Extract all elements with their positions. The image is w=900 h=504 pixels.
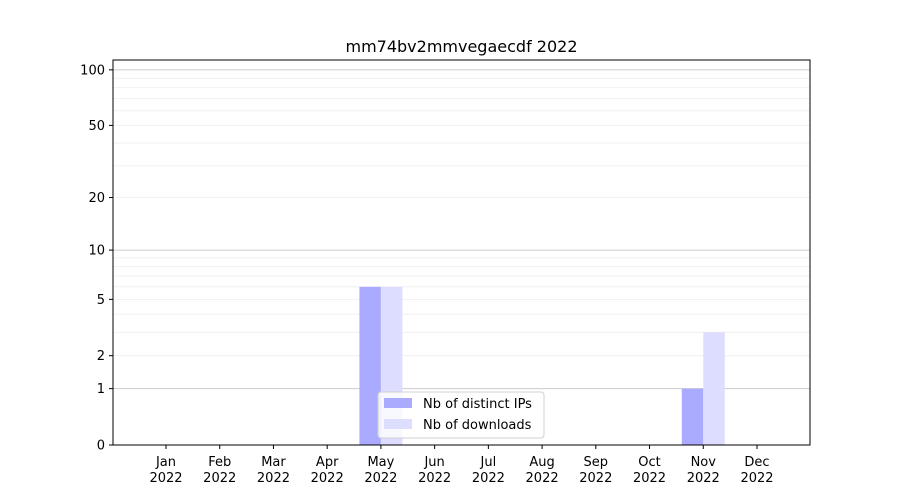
legend-label: Nb of downloads (423, 418, 532, 433)
x-tick-label-line: 2022 (687, 471, 720, 486)
x-tick-label-line: Mar (261, 455, 286, 470)
bar-distinct-ips-4 (359, 286, 381, 445)
x-tick-label-line: Oct (638, 455, 660, 470)
x-tick-label-line: Jun (423, 455, 444, 470)
x-tick-label-line: Feb (208, 455, 231, 470)
y-tick-label: 1 (97, 382, 105, 397)
legend: Nb of distinct IPs Nb of downloads (377, 391, 545, 439)
y-tick-label: 10 (88, 244, 105, 259)
x-tick-label-line: Jan (155, 455, 176, 470)
x-tick-label-line: Jul (480, 455, 497, 470)
y-tick-label: 0 (97, 439, 105, 454)
x-tick-label-line: Nov (691, 455, 717, 470)
x-tick-label: Jan 2022 (149, 455, 182, 486)
legend-swatch (384, 419, 412, 429)
x-tick-label-line: 2022 (418, 471, 451, 486)
x-tick-label: May 2022 (364, 455, 397, 486)
y-tick-label: 20 (88, 191, 105, 206)
x-tick-label-line: 2022 (149, 471, 182, 486)
x-tick-label-line: 2022 (257, 471, 290, 486)
x-tick-label: Nov 2022 (687, 455, 720, 486)
x-tick-label: Aug 2022 (526, 455, 559, 486)
x-tick-label-line: 2022 (740, 471, 773, 486)
x-tick-label-line: Aug (529, 455, 554, 470)
x-tick-label: Mar 2022 (257, 455, 290, 486)
x-tick-label-line: 2022 (364, 471, 397, 486)
legend-swatch (384, 398, 412, 408)
x-tick-label: Feb 2022 (203, 455, 236, 486)
x-tick-label-line: 2022 (311, 471, 344, 486)
x-tick-label-line: May (367, 455, 394, 470)
legend-box (377, 391, 545, 439)
x-tick-label-line: 2022 (633, 471, 666, 486)
x-tick-label: Jul 2022 (472, 455, 505, 486)
x-tick-label: Apr 2022 (311, 455, 344, 486)
x-tick-label-line: Dec (744, 455, 769, 470)
y-tick-label: 100 (80, 63, 105, 78)
x-tick-label: Dec 2022 (740, 455, 773, 486)
legend-label: Nb of distinct IPs (423, 397, 532, 412)
plot-frame (112, 59, 811, 446)
y-tick-label: 5 (97, 293, 105, 308)
chart-title: mm74bv2mmvegaecdf 2022 (345, 37, 577, 56)
x-tick-label-line: 2022 (526, 471, 559, 486)
x-tick-label: Oct 2022 (633, 455, 666, 486)
x-tick-label-line: Sep (584, 455, 609, 470)
x-tick-label-line: Apr (316, 455, 339, 470)
bar-distinct-ips-10 (681, 388, 704, 445)
x-tick-label: Jun 2022 (418, 455, 451, 486)
bar-downloads-10 (703, 332, 725, 445)
x-tick-label-line: 2022 (579, 471, 612, 486)
x-tick-label-line: 2022 (203, 471, 236, 486)
y-tick-label: 2 (97, 349, 105, 364)
y-tick-label: 50 (88, 119, 105, 134)
x-tick-label: Sep 2022 (579, 455, 612, 486)
x-tick-label-line: 2022 (472, 471, 505, 486)
